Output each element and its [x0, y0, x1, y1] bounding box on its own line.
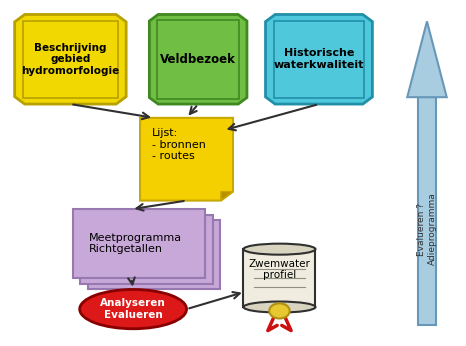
Text: Historische
waterkwaliteit: Historische waterkwaliteit	[274, 48, 364, 70]
Polygon shape	[266, 15, 372, 104]
Ellipse shape	[80, 290, 186, 329]
Ellipse shape	[243, 244, 315, 255]
FancyBboxPatch shape	[243, 249, 315, 307]
Circle shape	[269, 303, 290, 319]
Text: Analyseren
Evalueren: Analyseren Evalueren	[100, 298, 166, 320]
Text: Meetprogramma
Richtgetallen: Meetprogramma Richtgetallen	[89, 233, 182, 254]
Polygon shape	[140, 118, 233, 201]
Polygon shape	[150, 15, 247, 104]
Text: Beschrijving
gebied
hydromorfologie: Beschrijving gebied hydromorfologie	[21, 43, 119, 76]
Circle shape	[275, 307, 284, 313]
Text: Evalueren ?
Adieprogramma: Evalueren ? Adieprogramma	[417, 193, 437, 265]
Text: Zwemwater
profiel: Zwemwater profiel	[248, 259, 310, 280]
Ellipse shape	[243, 302, 315, 312]
Polygon shape	[14, 15, 126, 104]
FancyBboxPatch shape	[73, 209, 205, 278]
Text: Veldbezoek: Veldbezoek	[160, 53, 236, 66]
Polygon shape	[407, 21, 447, 97]
FancyBboxPatch shape	[418, 97, 436, 325]
Polygon shape	[221, 192, 233, 201]
FancyBboxPatch shape	[80, 215, 212, 284]
Text: Lijst:
- bronnen
- routes: Lijst: - bronnen - routes	[152, 128, 206, 161]
FancyBboxPatch shape	[88, 220, 220, 289]
